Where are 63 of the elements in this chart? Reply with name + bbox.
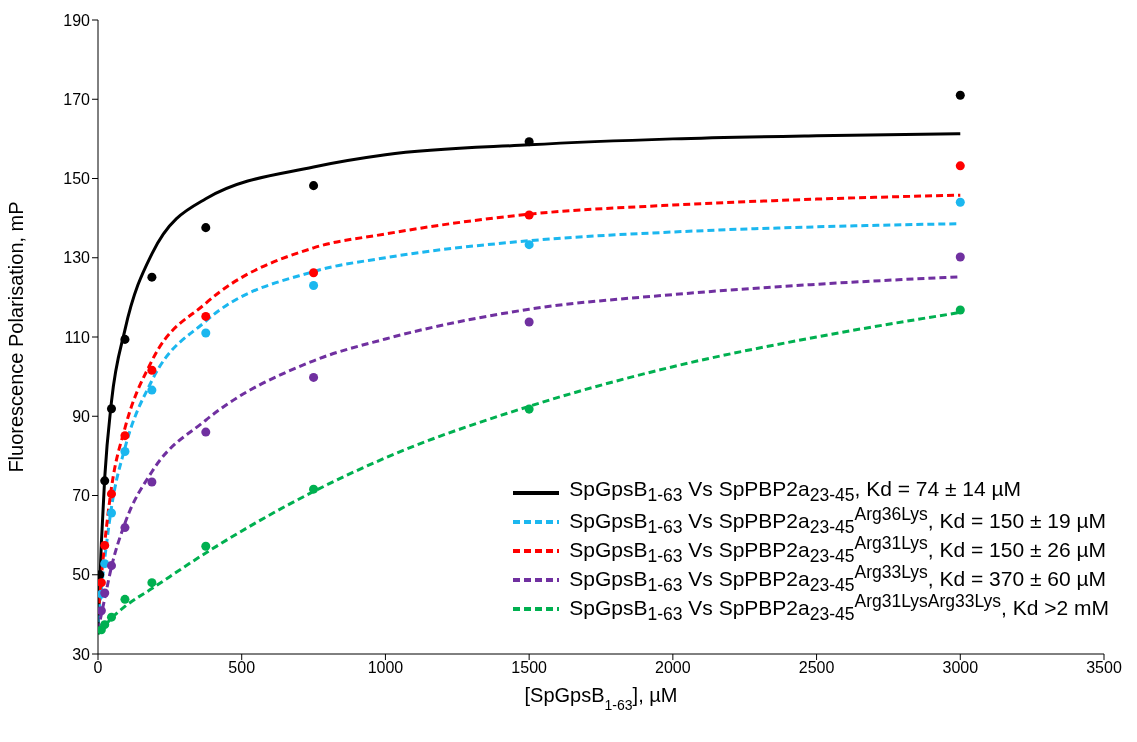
- point: [309, 268, 319, 278]
- point: [106, 404, 116, 414]
- point: [120, 431, 130, 441]
- point: [201, 541, 211, 551]
- point: [309, 484, 319, 494]
- legend-label: SpGpsB$_{1-63}$ Vs SpPBP2a$_{23-45}$, Kd = 74 ± 14 µM: [569, 477, 1022, 506]
- point: [147, 385, 157, 395]
- point: [106, 508, 116, 518]
- point: [100, 540, 110, 550]
- point: [309, 280, 319, 290]
- x-tick-label: 2000: [655, 659, 691, 677]
- point: [955, 252, 965, 262]
- point: [120, 594, 130, 604]
- x-tick-label: 3500: [1086, 659, 1122, 677]
- y-tick-label: 130: [63, 249, 91, 267]
- point: [524, 210, 534, 220]
- y-axis-title: Fluorescence Polarisation, mP: [5, 201, 27, 473]
- point: [98, 578, 106, 588]
- point: [147, 578, 157, 588]
- point: [201, 223, 211, 233]
- x-tick-label: 1000: [367, 659, 404, 677]
- y-tick-label: 30: [72, 645, 91, 663]
- point: [309, 372, 319, 382]
- point: [201, 328, 211, 338]
- point: [201, 311, 211, 321]
- y-tick-label: 90: [72, 407, 91, 425]
- point: [98, 606, 106, 616]
- point: [201, 427, 211, 437]
- point: [524, 240, 534, 250]
- y-tick-label: 150: [63, 170, 91, 188]
- point: [955, 161, 965, 171]
- point: [524, 317, 534, 327]
- y-tick-label: 70: [72, 487, 91, 505]
- point: [106, 561, 116, 571]
- y-tick-label: 190: [63, 11, 91, 29]
- x-tick-label: 1500: [511, 659, 548, 677]
- point: [147, 365, 157, 375]
- point: [100, 559, 110, 569]
- point: [955, 305, 965, 315]
- x-tick-label: 3000: [942, 659, 979, 677]
- y-tick-label: 170: [63, 90, 91, 108]
- point: [147, 477, 157, 487]
- point: [106, 489, 116, 499]
- point: [120, 523, 130, 533]
- point: [120, 447, 130, 457]
- point: [524, 404, 534, 414]
- point: [100, 620, 110, 630]
- point: [106, 612, 116, 622]
- point: [524, 137, 534, 147]
- x-tick-label: 2500: [798, 659, 835, 677]
- legend-label: SpGpsB$_{1-63}$ Vs SpPBP2a$_{23-45}$$^{Arg31LysArg33Lys}$, Kd >2 mM: [569, 591, 1109, 625]
- x-tick-label: 500: [228, 659, 256, 677]
- y-tick-label: 110: [64, 328, 91, 346]
- point: [309, 181, 319, 191]
- point: [955, 197, 965, 207]
- point: [147, 272, 157, 282]
- point: [955, 90, 965, 100]
- point: [120, 334, 130, 344]
- point: [100, 588, 110, 598]
- y-tick-label: 50: [72, 566, 91, 584]
- point: [100, 476, 110, 486]
- x-tick-label: 0: [93, 659, 103, 677]
- x-axis-title: [SpGpsB$_{1-63}$], µM: [524, 684, 678, 713]
